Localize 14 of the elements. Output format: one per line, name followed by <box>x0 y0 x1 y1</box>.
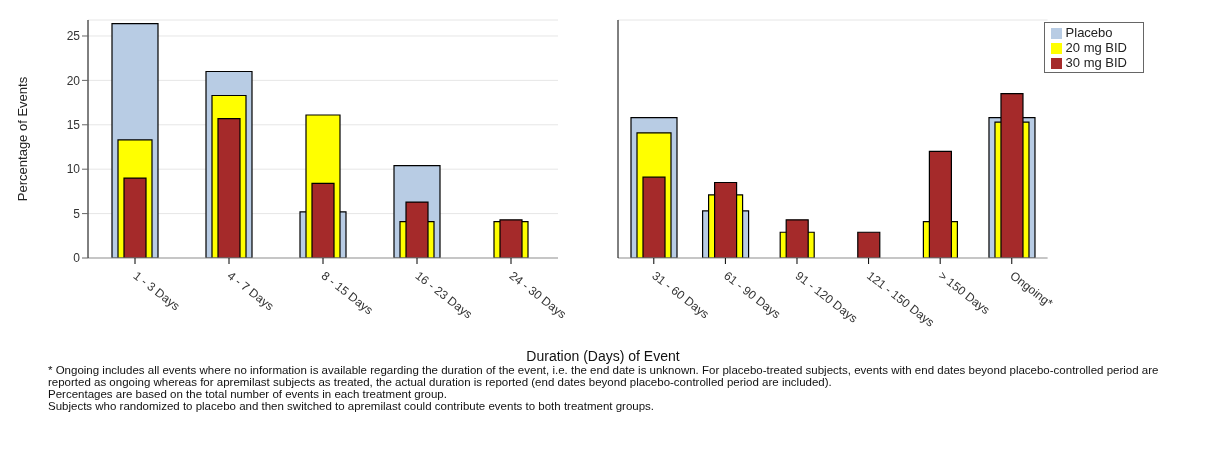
y-tick-label: 5 <box>73 206 81 221</box>
legend-label: 30 mg BID <box>1065 55 1127 70</box>
text: * Ongoing includes all events where no information is available regarding the duration of the event, i.e. the end date is unknown. For placebo-treated subjects, events with end dates beyond placebo-controlled period are reported as ongoing whereas for apremilast subjects as treated, the actual duration is reported (end dates beyond placebo-controlled period are included). <box>48 364 1160 388</box>
x-axis-title: Duration (Days) of Event <box>525 348 681 364</box>
y-tick-label: 20 <box>66 73 81 88</box>
y-tick-label: 0 <box>73 251 81 266</box>
y-tick-label: 10 <box>66 162 81 177</box>
legend-label: Placebo <box>1065 25 1113 40</box>
text: Subjects who randomized to placebo and then switched to apremilast could contribute events to both treatment groups. <box>48 400 656 412</box>
y-tick-label: 15 <box>66 118 81 133</box>
text: Percentages are based on the total number of events in each treatment group. <box>48 388 448 400</box>
y-tick-label: 25 <box>66 29 81 44</box>
y-axis-title: Percentage of Events <box>14 76 30 202</box>
legend-label: 20 mg BID <box>1065 40 1127 55</box>
